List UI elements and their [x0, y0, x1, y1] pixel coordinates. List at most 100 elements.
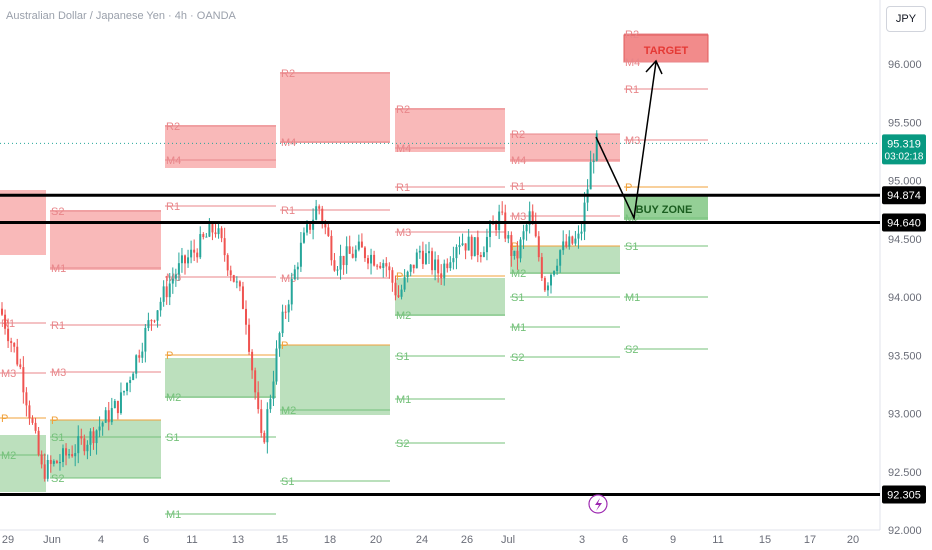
pivot-label-11: R2 [166, 121, 180, 133]
candle-body [397, 295, 400, 297]
pivot-label-25: S1 [281, 476, 294, 488]
candle-body [400, 289, 403, 297]
candle-body [55, 460, 58, 464]
candle-body [208, 224, 211, 237]
candle-body [495, 224, 498, 231]
candle-body [119, 392, 122, 414]
candle-body [68, 454, 71, 456]
price-tick-3: 94.500 [888, 234, 922, 246]
supply-zone-5 [510, 134, 620, 162]
candle-body [577, 233, 580, 239]
candle-body [299, 242, 302, 267]
candle-body [324, 222, 327, 228]
candle-body [135, 355, 138, 374]
candle-body [309, 224, 312, 230]
candle-body [370, 254, 373, 264]
candle-body [49, 459, 52, 464]
pivot-label-38: M3 [511, 211, 526, 223]
candle-body [168, 283, 171, 298]
candle-body [235, 281, 238, 283]
candle-body [415, 252, 418, 269]
candle-body [269, 398, 272, 410]
supply-zone-4 [395, 108, 505, 152]
candle-body [95, 430, 98, 444]
candle-body [473, 237, 476, 257]
time-tick-5: 13 [232, 534, 244, 546]
pivot-label-46: R1 [625, 84, 639, 96]
supply-zone-3 [280, 72, 390, 143]
candle-body [504, 212, 507, 239]
candle-body [540, 257, 543, 279]
time-tick-7: 18 [324, 534, 336, 546]
candle-body [583, 202, 586, 232]
candle-body [74, 453, 77, 457]
candle-body [34, 422, 37, 431]
candle-body [479, 255, 482, 257]
candle-body [376, 265, 379, 267]
candle-body [327, 227, 330, 236]
time-tick-15: 11 [712, 534, 723, 546]
candle-body [37, 430, 40, 455]
target-zone [623, 34, 709, 63]
pivot-label-8: P [51, 415, 58, 427]
candle-body [177, 263, 180, 275]
price-badge-bg-3 [882, 485, 926, 504]
time-tick-13: 6 [622, 534, 628, 546]
candle-body [141, 351, 144, 358]
candle-body [406, 271, 409, 278]
candle-body [260, 409, 263, 433]
candle-body [580, 231, 583, 234]
candle-body [16, 346, 19, 365]
candle-body [339, 255, 342, 270]
buy-zone [624, 194, 708, 220]
pivot-label-15: P [166, 350, 173, 362]
candle-body [302, 232, 305, 243]
candle-body [461, 243, 464, 246]
pivot-label-33: M1 [396, 394, 411, 406]
price-badge-value-3: 92.305 [887, 489, 921, 501]
candle-body [232, 275, 235, 282]
pivot-label-44: R2 [625, 29, 639, 41]
pivot-label-39: P [511, 241, 518, 253]
candle-body [525, 224, 528, 232]
candle-body [86, 444, 89, 452]
chart-title: Australian Dollar / Japanese Yen · 4h · … [6, 10, 236, 22]
candle-body [424, 253, 427, 264]
candle-body [516, 250, 519, 259]
pivot-label-19: R2 [281, 68, 295, 80]
pivot-label-47: M3 [625, 135, 640, 147]
candle-body [485, 236, 488, 253]
candle-body [25, 392, 28, 406]
candle-body [214, 232, 217, 235]
pivot-label-51: M1 [625, 292, 640, 304]
candle-body [205, 236, 208, 238]
candle-body [357, 241, 360, 250]
candle-body [62, 448, 64, 462]
candle-body [89, 431, 92, 445]
candle-body [80, 436, 83, 439]
pivot-label-23: P [281, 340, 288, 352]
pivot-label-26: R2 [396, 104, 410, 116]
candle-body [455, 247, 458, 259]
candle-body [528, 211, 531, 225]
candle-body [476, 237, 479, 256]
candle-body [162, 286, 165, 302]
time-tick-8: 20 [370, 534, 382, 546]
demand-zone-10 [395, 278, 505, 316]
candle-body [254, 370, 257, 393]
pivot-label-7: M3 [51, 367, 66, 379]
pivot-label-48: P [625, 182, 632, 194]
candle-body [388, 266, 391, 271]
candle-body [220, 228, 223, 239]
pivot-label-24: M2 [281, 405, 296, 417]
pivot-label-42: M1 [511, 322, 526, 334]
price-tick-7: 92.500 [888, 467, 922, 479]
demand-zone-8 [165, 358, 276, 398]
candle-body [245, 308, 247, 325]
currency-button[interactable]: JPY [886, 6, 926, 32]
pivot-label-13: R1 [166, 201, 180, 213]
price-tick-4: 94.000 [888, 292, 922, 304]
candle-body [52, 460, 55, 464]
candle-body [296, 266, 299, 270]
